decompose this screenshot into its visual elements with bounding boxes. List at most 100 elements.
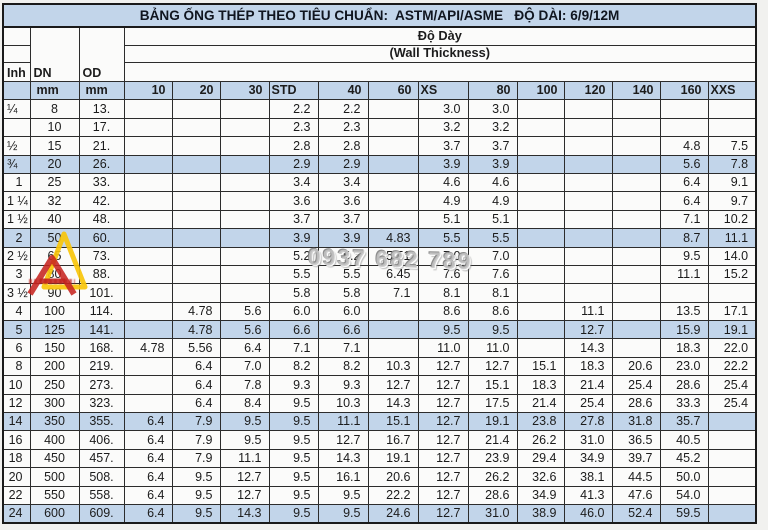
inch-size-cell (2, 117, 31, 138)
thickness-cell: 11.0 (467, 338, 518, 358)
od-cell: 609. (78, 503, 125, 524)
thickness-cell: 7.1 (367, 283, 419, 303)
thickness-cell: 21.4 (516, 393, 565, 414)
dn-cell: 10 (29, 117, 80, 138)
schedule-header-140: 140 (611, 80, 661, 101)
thickness-cell: 5.2 (317, 246, 369, 266)
thickness-cell (171, 191, 221, 211)
thickness-cell: 7.9 (171, 448, 221, 469)
thickness-cell (707, 467, 757, 487)
thickness-cell: 7.8 (707, 154, 757, 174)
thickness-cell: 25.4 (611, 375, 661, 395)
thickness-cell: 8.1 (417, 283, 469, 303)
od-cell: 101. (78, 283, 125, 303)
thickness-cell: 6.0 (317, 301, 369, 322)
thickness-cell (563, 228, 613, 248)
thickness-cell (611, 264, 661, 285)
thickness-cell: 44.5 (611, 467, 661, 487)
thickness-cell: 14.3 (563, 338, 613, 358)
schedule-header-STD: STD (268, 80, 319, 101)
schedule-header-10: 10 (123, 80, 173, 101)
thickness-cell: 12.7 (417, 430, 469, 450)
thickness-cell (123, 99, 173, 119)
thickness-cell: 12.7 (467, 356, 518, 377)
thickness-cell: 59.5 (659, 503, 709, 524)
inch-size-cell: 2 ½ (2, 246, 31, 266)
thickness-cell: 14.0 (707, 246, 757, 266)
thickness-cell: 7.5 (707, 136, 757, 156)
dn-cell: 350 (29, 412, 80, 432)
thickness-cell (123, 393, 173, 414)
dn-cell: 400 (29, 430, 80, 450)
thickness-cell: 23.8 (516, 412, 565, 432)
od-unit-label: mm (78, 80, 125, 101)
inch-size-cell: 18 (2, 448, 31, 469)
inch-size-cell: ½ (2, 136, 31, 156)
thickness-cell: 39.7 (611, 448, 661, 469)
thickness-cell (611, 228, 661, 248)
thickness-cell: 28.6 (467, 485, 518, 505)
od-cell: 26. (78, 154, 125, 174)
table-row: 14 350 355. 6.4 7.9 9.5 9.5 11.1 15.1 12.7 19.1 23.… (2, 412, 757, 432)
dn-cell: 25 (29, 172, 80, 193)
thickness-cell: 28.6 (611, 393, 661, 414)
table-row: 24 600 609. 6.4 9.5 14.3 9.5 9.5 24.6 12.7 31.0 38.… (2, 503, 757, 524)
thickness-cell (611, 99, 661, 119)
thickness-cell: 23.9 (467, 448, 518, 469)
thickness-cell: 7.1 (268, 338, 319, 358)
table-row: ¾ 20 26. 2.9 2.9 3.9 3.9 5.6 7.8 (2, 154, 757, 174)
od-cell: 323. (78, 393, 125, 414)
thickness-cell: 18.3 (659, 338, 709, 358)
thickness-cell: 8.6 (417, 301, 469, 322)
thickness-cell (219, 172, 270, 193)
thickness-cell: 4.78 (123, 338, 173, 358)
thickness-cell: 9.1 (707, 172, 757, 193)
thickness-cell: 34.9 (563, 448, 613, 469)
thickness-cell: 12.7 (417, 393, 469, 414)
od-cell: 406. (78, 430, 125, 450)
thickness-cell (171, 136, 221, 156)
od-cell: 219. (78, 356, 125, 377)
inch-size-cell: 22 (2, 485, 31, 505)
thickness-cell: 11.0 (417, 338, 469, 358)
thickness-cell: 12.7 (317, 430, 369, 450)
thickness-cell: 6.4 (659, 172, 709, 193)
thickness-cell: 20.6 (367, 467, 419, 487)
thickness-cell (563, 264, 613, 285)
schedule-header-60: 60 (367, 80, 419, 101)
table-row: 12 300 323. 6.4 8.4 9.5 10.3 14.3 12.7 17.5 21.4 25… (2, 393, 757, 414)
thickness-cell (516, 209, 565, 230)
thickness-cell: 12.7 (367, 375, 419, 395)
dn-cell: 65 (29, 246, 80, 266)
dn-cell: 100 (29, 301, 80, 322)
thickness-cell: 5.5 (317, 264, 369, 285)
table-row: 8 200 219. 6.4 7.0 8.2 8.2 10.3 12.7 12.7 15.1 18.3… (2, 356, 757, 377)
thickness-cell: 14.3 (317, 448, 369, 469)
inch-size-cell: 3 ½ (2, 283, 31, 303)
thickness-cell: 33.3 (659, 393, 709, 414)
inch-size-cell: 1 ¼ (2, 191, 31, 211)
thickness-cell: 3.7 (317, 209, 369, 230)
thickness-cell (516, 246, 565, 266)
thickness-cell (367, 154, 419, 174)
schedule-header-100: 100 (516, 80, 565, 101)
thickness-cell (659, 99, 709, 119)
thickness-cell: 50.0 (659, 467, 709, 487)
inch-size-cell: 24 (2, 503, 31, 524)
thickness-cell: 8.2 (317, 356, 369, 377)
table-row: 22 550 558. 6.4 9.5 12.7 9.5 9.5 22.2 12.7 28.6 34.… (2, 485, 757, 505)
thickness-cell: 12.7 (417, 467, 469, 487)
thickness-cell: 4.78 (171, 320, 221, 340)
thickness-cell (611, 209, 661, 230)
thickness-cell (611, 136, 661, 156)
thickness-cell: 12.7 (563, 320, 613, 340)
od-cell: 168. (78, 338, 125, 358)
thickness-cell: 19.1 (367, 448, 419, 469)
thickness-cell (367, 338, 419, 358)
thickness-cell: 22.2 (707, 356, 757, 377)
thickness-cell (367, 136, 419, 156)
thickness-cell: 3.9 (268, 228, 319, 248)
inch-size-cell: 2 (2, 228, 31, 248)
thickness-cell: 6.4 (123, 485, 173, 505)
